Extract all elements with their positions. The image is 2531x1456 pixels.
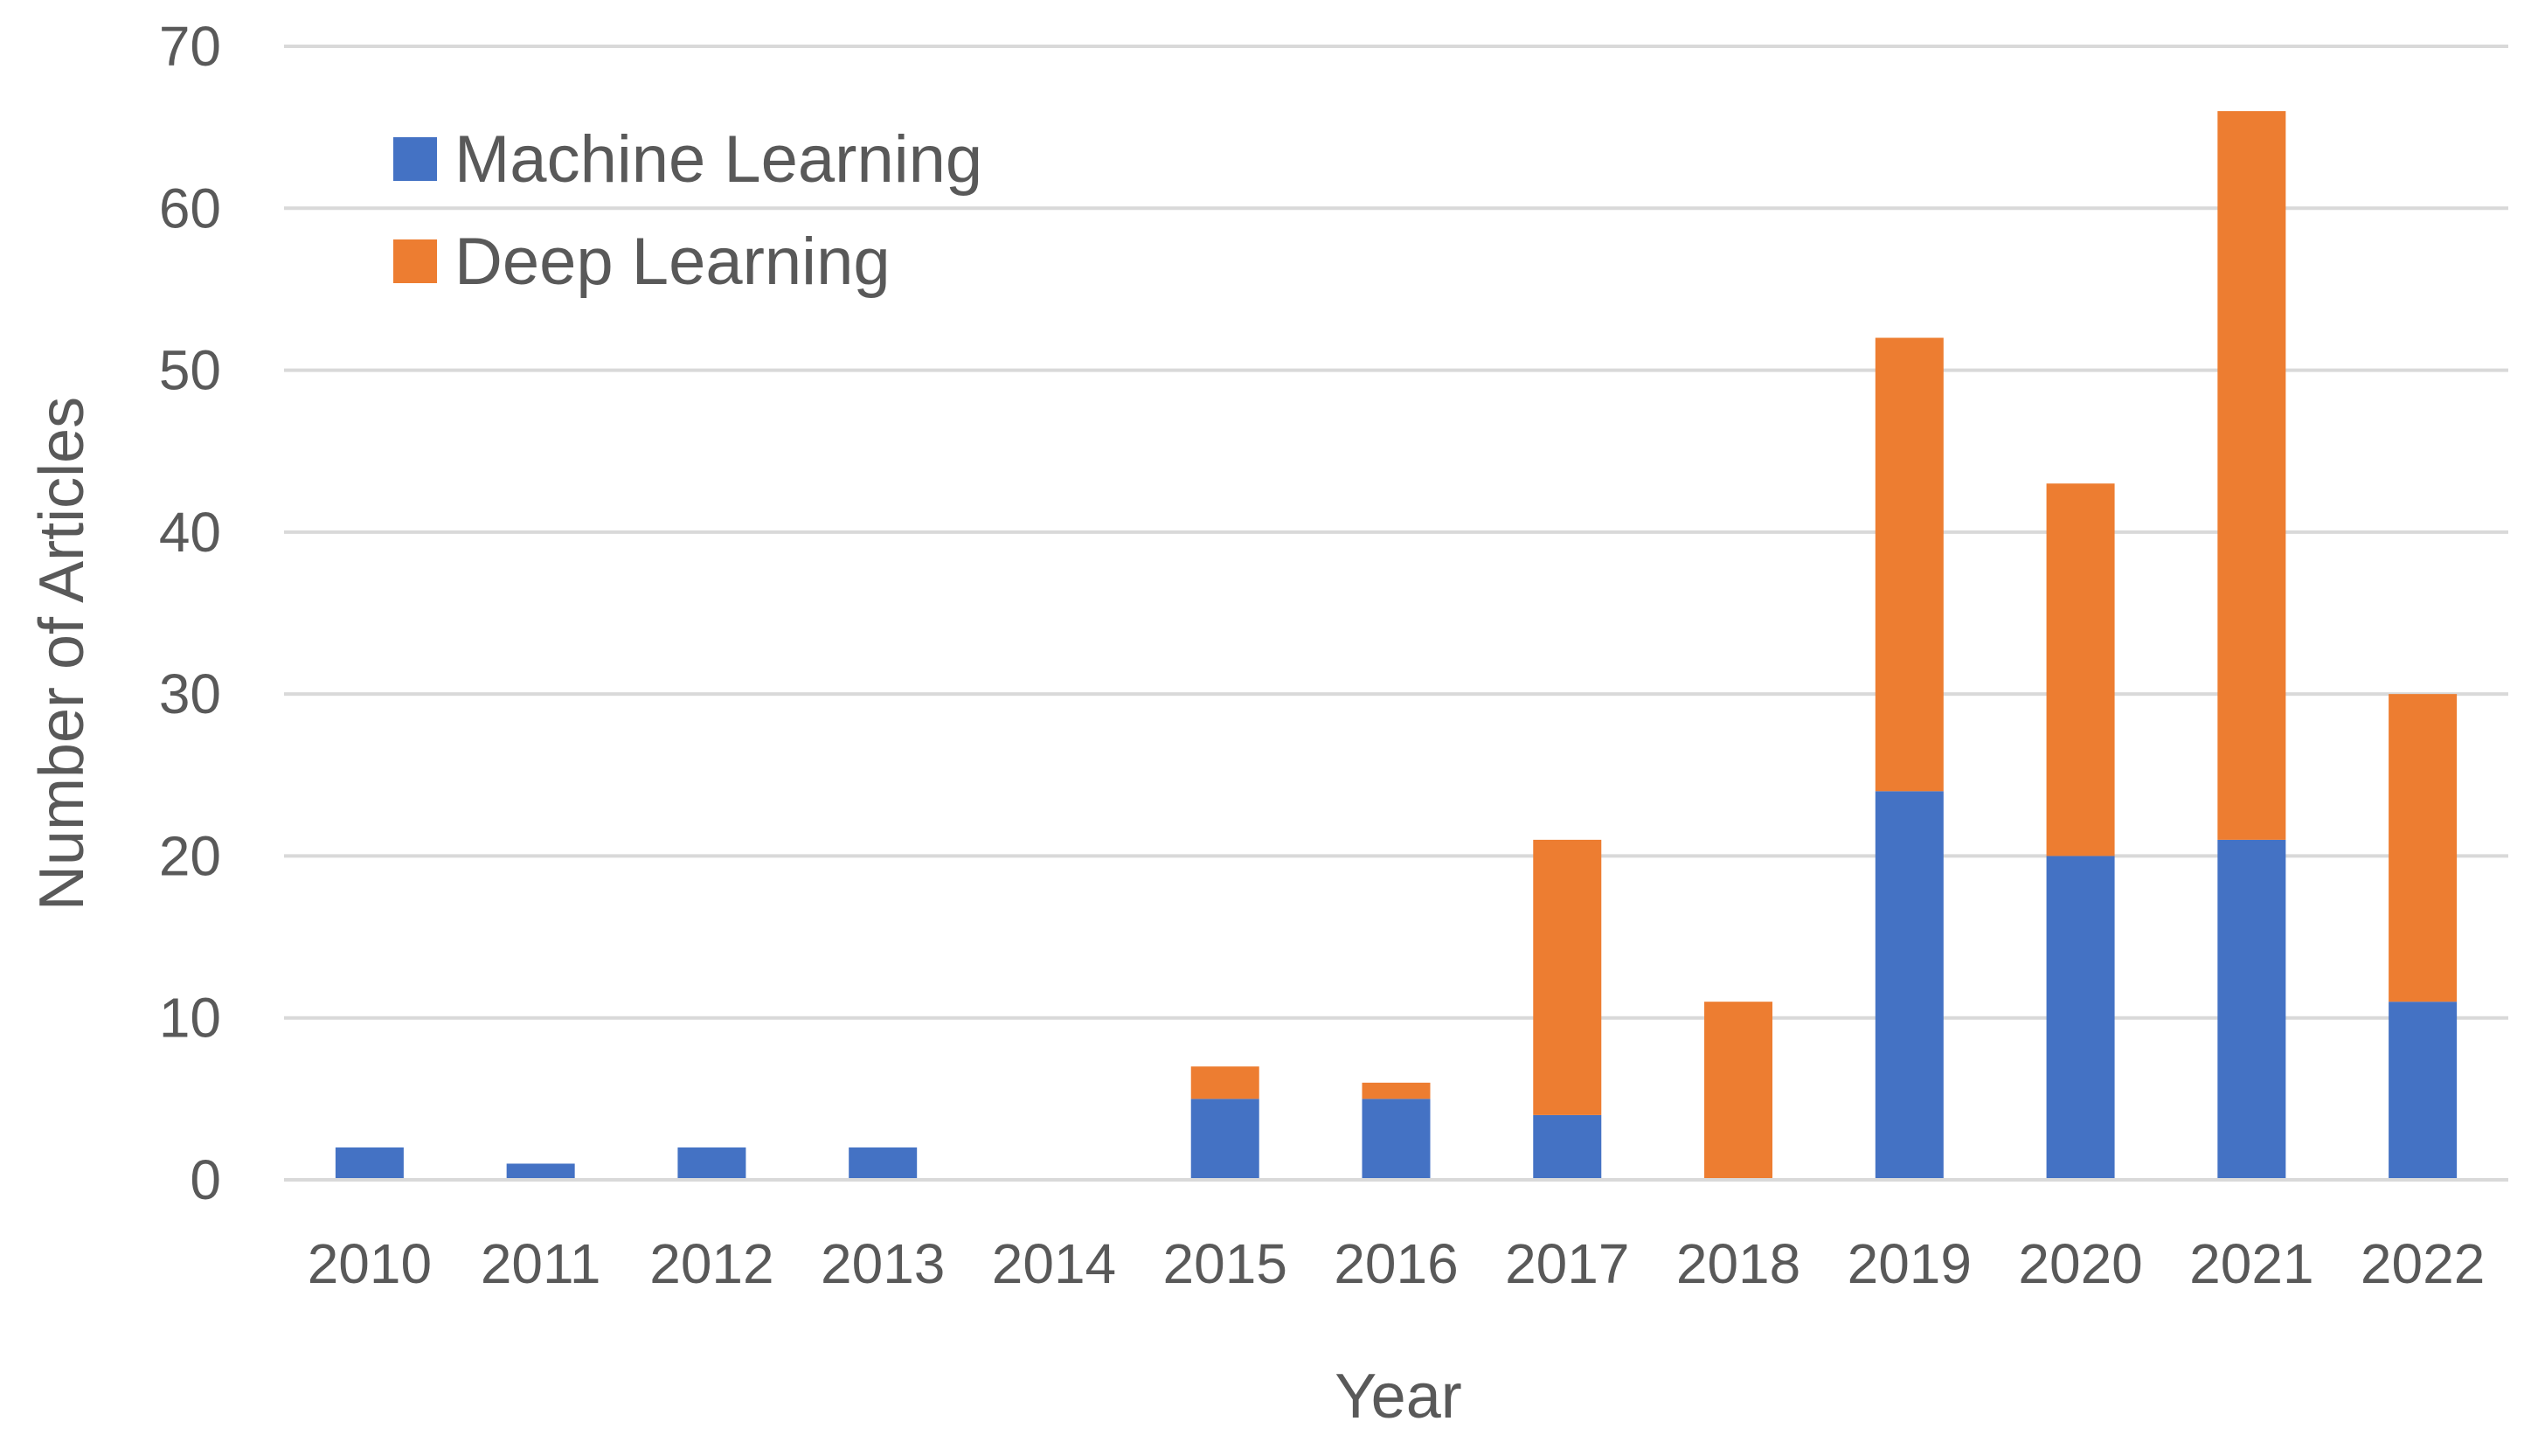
bar-machine-learning-2015: [1190, 1099, 1259, 1180]
x-tick-label: 2014: [992, 1232, 1116, 1295]
y-tick-label: 30: [159, 662, 221, 725]
x-tick-label: 2015: [1163, 1232, 1287, 1295]
bar-deep-learning-2015: [1190, 1066, 1259, 1099]
bar-machine-learning-2012: [677, 1147, 746, 1180]
legend-label-machine-learning: Machine Learning: [454, 122, 982, 197]
y-tick-label: 10: [159, 987, 221, 1050]
x-tick-label: 2019: [1848, 1232, 1972, 1295]
bars: [284, 111, 2508, 1182]
y-axis-title: Number of Articles: [27, 397, 97, 911]
bar-deep-learning-2021: [2217, 111, 2286, 840]
x-tick-label: 2012: [649, 1232, 773, 1295]
bar-deep-learning-2017: [1533, 839, 1602, 1115]
bar-machine-learning-2013: [849, 1147, 918, 1180]
y-tick-label: 20: [159, 824, 221, 887]
y-tick-label: 40: [159, 501, 221, 564]
bar-deep-learning-2020: [2046, 483, 2115, 856]
x-tick-label: 2013: [821, 1232, 945, 1295]
x-axis-title: Year: [1335, 1362, 1461, 1432]
bar-deep-learning-2018: [1704, 1002, 1773, 1180]
bar-machine-learning-2010: [335, 1147, 404, 1180]
y-axis-ticks: 0 10 20 30 40 50 60 70: [159, 15, 221, 1211]
x-tick-label: 2018: [1676, 1232, 1800, 1295]
x-tick-label: 2020: [2018, 1232, 2142, 1295]
legend-swatch-machine-learning: [393, 137, 437, 181]
y-tick-label: 50: [159, 339, 221, 402]
gridlines: [284, 45, 2508, 1182]
bar-machine-learning-2020: [2046, 856, 2115, 1180]
y-tick-label: 0: [190, 1148, 221, 1211]
bar-machine-learning-2011: [506, 1163, 575, 1180]
bar-machine-learning-2017: [1533, 1114, 1602, 1180]
x-tick-label: 2010: [308, 1232, 432, 1295]
x-tick-label: 2011: [481, 1232, 601, 1295]
bar-deep-learning-2016: [1362, 1082, 1431, 1099]
bar-machine-learning-2022: [2389, 1002, 2458, 1180]
y-tick-label: 60: [159, 177, 221, 239]
x-tick-label: 2022: [2361, 1232, 2485, 1295]
x-tick-label: 2017: [1505, 1232, 1629, 1295]
y-tick-label: 70: [159, 15, 221, 78]
x-tick-label: 2016: [1334, 1232, 1458, 1295]
bar-machine-learning-2016: [1362, 1099, 1431, 1180]
bar-deep-learning-2019: [1875, 337, 1944, 792]
x-tick-label: 2021: [2189, 1232, 2313, 1295]
bar-deep-learning-2022: [2389, 694, 2458, 1002]
bar-machine-learning-2021: [2217, 839, 2286, 1180]
legend-label-deep-learning: Deep Learning: [454, 225, 891, 299]
legend: Machine Learning Deep Learning: [393, 122, 982, 299]
legend-swatch-deep-learning: [393, 239, 437, 283]
bar-machine-learning-2019: [1875, 791, 1944, 1180]
x-axis-ticks: 2010 2011 2012 2013 2014 2015 2016 2017 2018 2019…: [308, 1232, 2486, 1295]
